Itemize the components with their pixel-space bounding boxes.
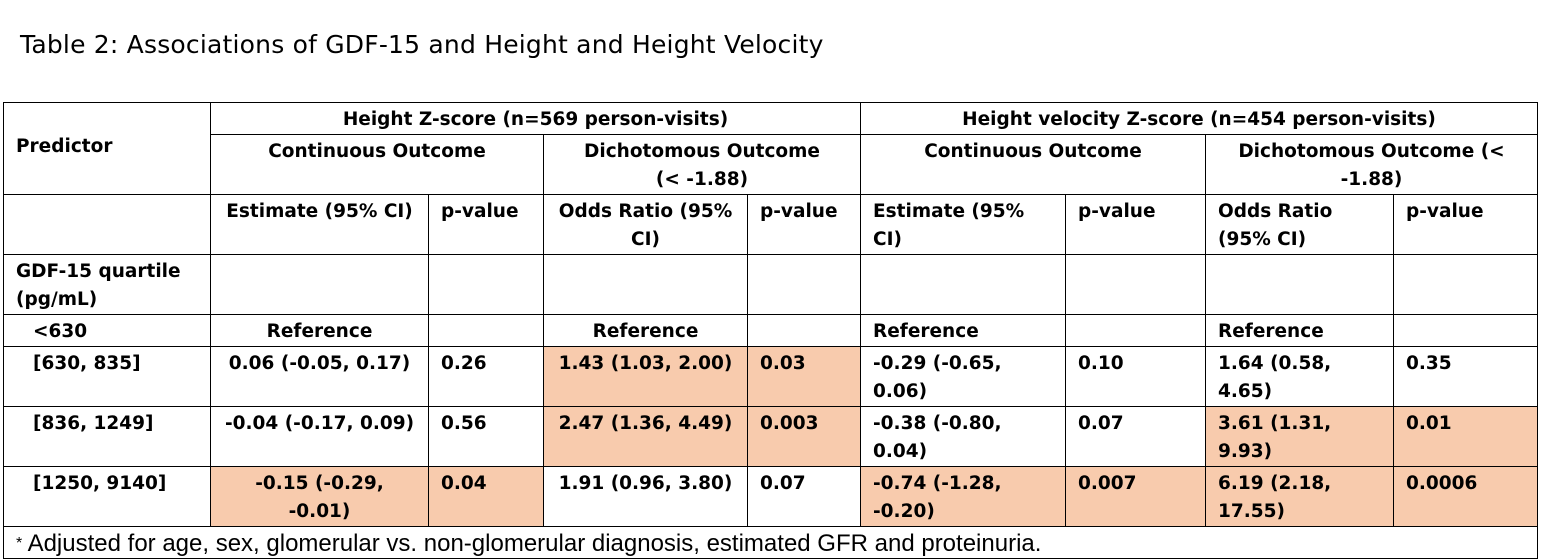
results-table: Predictor Height Z-score (n=569 person-v… bbox=[3, 102, 1538, 559]
cell-velocity-estimate: -0.29 (-0.65, 0.06) bbox=[860, 346, 1066, 407]
table-title: Table 2: Associations of GDF-15 and Heig… bbox=[20, 30, 824, 59]
cell-height-odds: Reference bbox=[543, 314, 748, 347]
cell-velocity-estimate: -0.38 (-0.80, 0.04) bbox=[860, 406, 1066, 467]
velocity-odds-pvalue-header: p-value bbox=[1393, 194, 1538, 255]
cell-height-pvalue bbox=[428, 314, 544, 347]
footnote-star: * bbox=[16, 535, 23, 552]
cell-velocity-odds-pvalue bbox=[1393, 314, 1538, 347]
cell-velocity-odds-pvalue: 0.01 bbox=[1393, 406, 1538, 467]
predictor-header: Predictor bbox=[3, 102, 211, 195]
cell-velocity-pvalue: 0.10 bbox=[1065, 346, 1206, 407]
cell-height-pvalue: 0.04 bbox=[428, 466, 544, 527]
velocity-continuous-header: Continuous Outcome bbox=[860, 134, 1206, 195]
cell-velocity-estimate: Reference bbox=[860, 314, 1066, 347]
cell-height-odds-pvalue bbox=[747, 314, 861, 347]
cell-height-odds: 1.43 (1.03, 2.00) bbox=[543, 346, 748, 407]
height-odds-pvalue-header: p-value bbox=[747, 194, 861, 255]
cell-velocity-odds-pvalue: 0.35 bbox=[1393, 346, 1538, 407]
table-row: [630, 835] 0.06 (-0.05, 0.17) 0.26 1.43 … bbox=[3, 346, 1538, 407]
header-row-measures: Estimate (95% CI) p-value Odds Ratio (95… bbox=[3, 194, 1538, 255]
cell-height-estimate: Reference bbox=[210, 314, 429, 347]
table-row: [1250, 9140] -0.15 (-0.29, -0.01) 0.04 1… bbox=[3, 466, 1538, 527]
cell-height-estimate: -0.15 (-0.29, -0.01) bbox=[210, 466, 429, 527]
empty-cell bbox=[3, 194, 211, 255]
velocity-pvalue-header: p-value bbox=[1065, 194, 1206, 255]
cell-height-odds-pvalue: 0.03 bbox=[747, 346, 861, 407]
height-continuous-header: Continuous Outcome bbox=[210, 134, 544, 195]
cell-velocity-pvalue bbox=[1065, 314, 1206, 347]
row-label: [1250, 9140] bbox=[3, 466, 211, 527]
footnote: * Adjusted for age, sex, glomerular vs. … bbox=[3, 526, 1538, 559]
cell-height-pvalue: 0.26 bbox=[428, 346, 544, 407]
header-row-outcomes: Continuous Outcome Dichotomous Outcome (… bbox=[4, 134, 1538, 195]
quartile-label: GDF-15 quartile (pg/mL) bbox=[3, 254, 211, 315]
cell-velocity-pvalue: 0.007 bbox=[1065, 466, 1206, 527]
height-estimate-header: Estimate (95% CI) bbox=[210, 194, 429, 255]
table-row: [836, 1249] -0.04 (-0.17, 0.09) 0.56 2.4… bbox=[3, 406, 1538, 467]
cell-height-odds: 1.91 (0.96, 3.80) bbox=[543, 466, 748, 527]
velocity-estimate-header: Estimate (95% CI) bbox=[860, 194, 1066, 255]
cell-height-estimate: -0.04 (-0.17, 0.09) bbox=[210, 406, 429, 467]
velocity-odds-header: Odds Ratio (95% CI) bbox=[1205, 194, 1394, 255]
row-label: [630, 835] bbox=[3, 346, 211, 407]
cell-height-estimate: 0.06 (-0.05, 0.17) bbox=[210, 346, 429, 407]
table-row: <630 Reference Reference Reference Refer… bbox=[3, 314, 1538, 347]
height-dichotomous-header: Dichotomous Outcome (< -1.88) bbox=[543, 134, 861, 195]
height-velocity-header: Height velocity Z-score (n=454 person-vi… bbox=[860, 102, 1538, 135]
footnote-text: Adjusted for age, sex, glomerular vs. no… bbox=[27, 530, 1042, 557]
cell-velocity-odds: 1.64 (0.58, 4.65) bbox=[1205, 346, 1394, 407]
cell-height-pvalue: 0.56 bbox=[428, 406, 544, 467]
cell-velocity-odds-pvalue: 0.0006 bbox=[1393, 466, 1538, 527]
cell-velocity-odds: Reference bbox=[1205, 314, 1394, 347]
velocity-dichotomous-header: Dichotomous Outcome (< -1.88) bbox=[1205, 134, 1538, 195]
cell-height-odds: 2.47 (1.36, 4.49) bbox=[543, 406, 748, 467]
quartile-label-row: GDF-15 quartile (pg/mL) bbox=[3, 254, 1538, 315]
cell-height-odds-pvalue: 0.07 bbox=[747, 466, 861, 527]
cell-velocity-odds: 3.61 (1.31, 9.93) bbox=[1205, 406, 1394, 467]
height-zscore-header: Height Z-score (n=569 person-visits) bbox=[210, 102, 861, 135]
cell-height-odds-pvalue: 0.003 bbox=[747, 406, 861, 467]
height-odds-header: Odds Ratio (95% CI) bbox=[543, 194, 748, 255]
row-label: <630 bbox=[3, 314, 211, 347]
header-row-groups: Predictor Height Z-score (n=569 person-v… bbox=[3, 102, 1538, 195]
cell-velocity-pvalue: 0.07 bbox=[1065, 406, 1206, 467]
footnote-row: * Adjusted for age, sex, glomerular vs. … bbox=[3, 526, 1538, 559]
height-pvalue-header: p-value bbox=[428, 194, 544, 255]
cell-velocity-estimate: -0.74 (-1.28, -0.20) bbox=[860, 466, 1066, 527]
row-label: [836, 1249] bbox=[3, 406, 211, 467]
cell-velocity-odds: 6.19 (2.18, 17.55) bbox=[1205, 466, 1394, 527]
